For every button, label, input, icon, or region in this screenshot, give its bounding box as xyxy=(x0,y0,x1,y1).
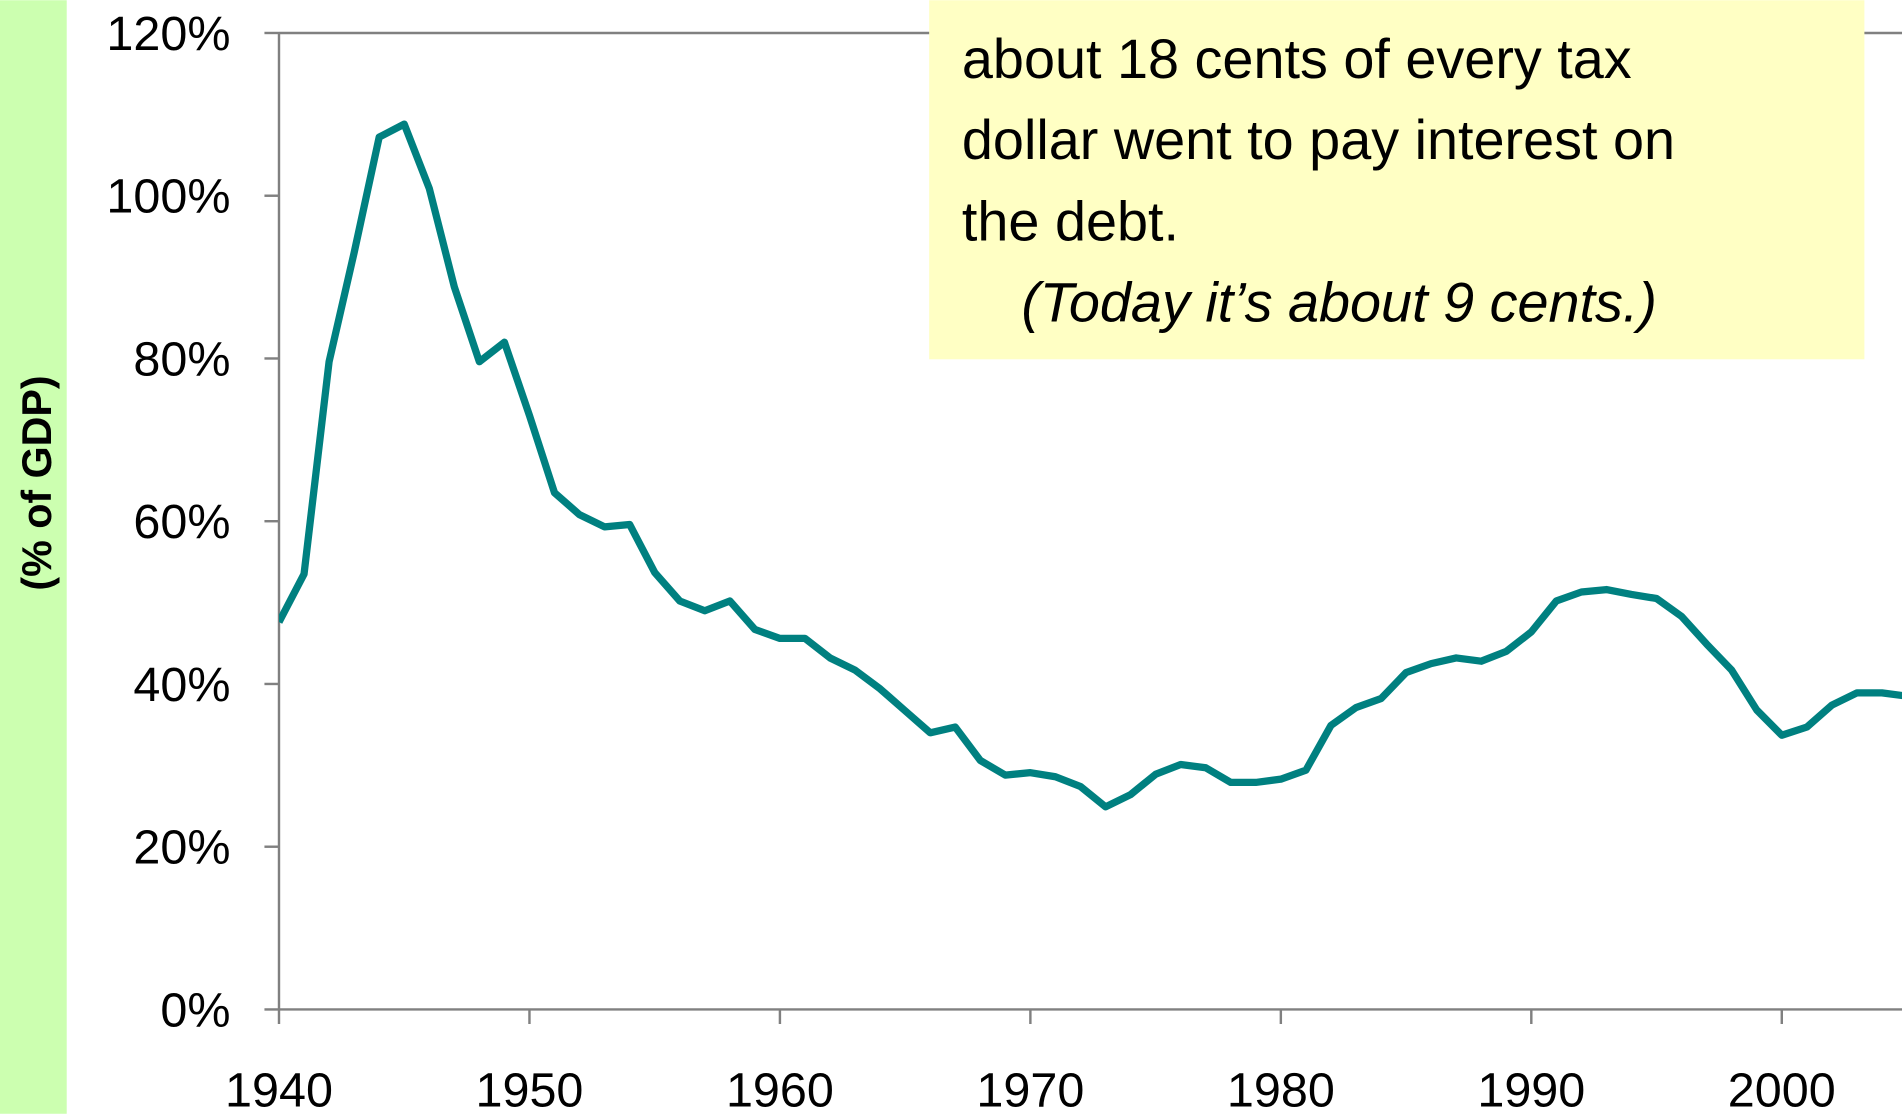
data-line xyxy=(278,120,1902,811)
x-tick-label: 1970 xyxy=(976,1063,1084,1114)
y-axis-label: (% of GDP) xyxy=(14,375,60,590)
plot-area: 0% 20% 40% 60% 80% 100% 120% 1940 1950 1960 1970 19… xyxy=(106,7,1902,1114)
y-tick-label: 0% xyxy=(160,983,230,1037)
x-tick-label: 1940 xyxy=(225,1063,333,1114)
annotation-line: (Today it’s about 9 cents.) xyxy=(1021,271,1657,334)
y-tick-label: 40% xyxy=(133,658,230,712)
x-tick-label: 1990 xyxy=(1477,1063,1585,1114)
annotation: about 18 cents of every tax dollar went t… xyxy=(962,27,1675,334)
x-tick-label: 1960 xyxy=(726,1063,834,1114)
x-tick-label: 2000 xyxy=(1728,1063,1836,1114)
x-tick-label: 1950 xyxy=(475,1063,583,1114)
y-tick-label: 60% xyxy=(133,495,230,549)
side-strip xyxy=(0,0,67,1114)
y-tick-label: 120% xyxy=(106,7,230,61)
annotation-line: the debt. xyxy=(962,189,1179,252)
y-tick-label: 80% xyxy=(133,332,230,386)
annotation-line: dollar went to pay interest on xyxy=(962,108,1675,171)
annotation-box xyxy=(929,0,1865,360)
annotation-line: about 18 cents of every tax xyxy=(962,27,1632,90)
x-tick-label: 1980 xyxy=(1227,1063,1335,1114)
y-tick-label: 100% xyxy=(106,170,230,224)
y-tick-label: 20% xyxy=(133,821,230,875)
